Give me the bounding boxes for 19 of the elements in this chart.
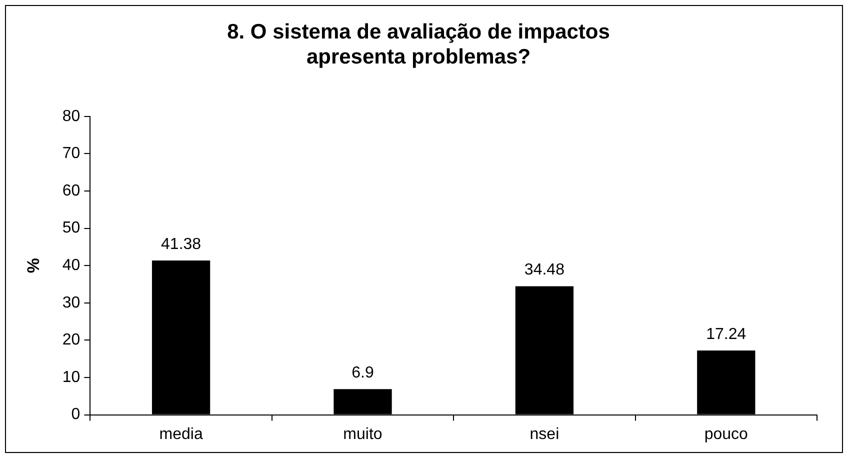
y-tick-label: 0 — [71, 406, 80, 424]
y-tick-label: 60 — [62, 182, 80, 200]
x-tick-label: nsei — [530, 426, 560, 443]
y-tick-label: 20 — [62, 332, 80, 349]
x-tick-label: muito — [343, 426, 382, 443]
y-tick-label: 80 — [62, 108, 80, 125]
y-tick-label: 50 — [62, 220, 80, 237]
data-label: 17.24 — [706, 326, 746, 343]
chart-title: 8. O sistema de avaliação de impactos apresenta problemas? — [227, 20, 610, 69]
x-tick-label: pouco — [704, 426, 748, 443]
y-tick-label: 70 — [62, 145, 80, 162]
data-label: 41.38 — [161, 236, 202, 253]
data-label: 34.48 — [524, 262, 565, 279]
y-axis-title: % — [24, 258, 43, 274]
y-tick-label: 10 — [62, 368, 80, 386]
y-tick-label: 40 — [62, 257, 80, 274]
data-label: 6.9 — [352, 364, 374, 382]
y-tick-label: 30 — [62, 294, 80, 312]
x-tick-label: media — [159, 426, 203, 443]
